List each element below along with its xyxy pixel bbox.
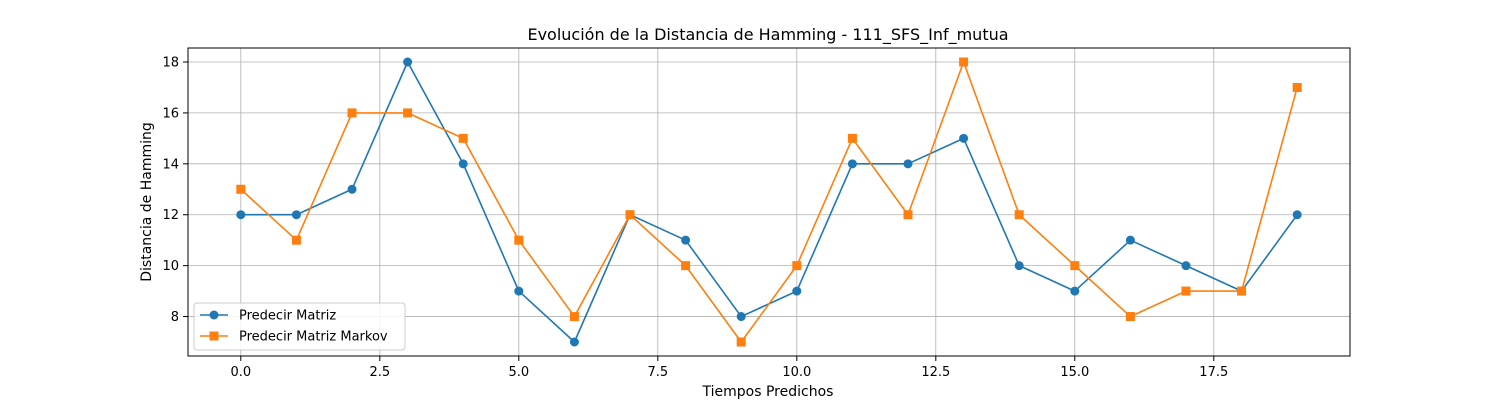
legend: Predecir Matriz Predecir Matriz Markov <box>193 302 406 351</box>
series-line <box>240 61 1298 343</box>
data-point <box>458 159 468 169</box>
data-point <box>347 108 357 118</box>
y-tick-label: 12 <box>162 208 179 223</box>
ticks: 0.0 2.5 5.0 7.5 10.0 12.5 15.0 17.5 8 10 12 14 16 18 <box>162 56 1228 381</box>
data-point <box>569 337 579 347</box>
data-point <box>1237 286 1247 296</box>
data-point <box>236 210 246 220</box>
data-point <box>1125 312 1135 322</box>
data-point <box>403 108 413 118</box>
data-point <box>1292 210 1302 220</box>
data-point <box>681 235 691 245</box>
data-point <box>1125 235 1135 245</box>
data-point <box>291 210 301 220</box>
data-point <box>959 133 969 143</box>
data-point <box>903 210 913 220</box>
data-point <box>792 286 802 296</box>
x-axis-label: Tiempos Predichos <box>702 384 834 400</box>
x-tick-label: 5.0 <box>508 365 529 380</box>
x-tick-label: 0.0 <box>230 365 251 380</box>
y-tick-label: 18 <box>162 56 179 71</box>
legend-marker <box>209 331 219 341</box>
legend-label: Predecir Matriz Markov <box>239 330 388 345</box>
data-point <box>1070 261 1080 271</box>
data-point <box>514 235 524 245</box>
data-point <box>681 261 691 271</box>
chart-title: Evolución de la Distancia de Hamming - 1… <box>527 25 1008 45</box>
legend-item: Predecir Matriz <box>200 309 336 324</box>
data-point <box>291 235 301 245</box>
data-point <box>792 261 802 271</box>
data-point <box>736 312 746 322</box>
data-point <box>403 57 413 67</box>
y-tick-label: 16 <box>162 106 179 121</box>
data-point <box>959 57 969 67</box>
x-tick-label: 17.5 <box>1199 365 1228 380</box>
data-point <box>1014 261 1024 271</box>
plot-frame <box>187 47 1351 357</box>
x-tick-label: 7.5 <box>647 365 668 380</box>
x-tick-label: 2.5 <box>369 365 390 380</box>
data-point <box>625 210 635 220</box>
legend-item: Predecir Matriz Markov <box>200 330 388 345</box>
legend-label: Predecir Matriz <box>239 309 336 324</box>
data-point <box>1070 286 1080 296</box>
data-point <box>847 133 857 143</box>
x-tick-label: 10.0 <box>782 365 811 380</box>
data-point <box>236 184 246 194</box>
legend-marker <box>209 310 219 320</box>
legend-box <box>193 302 406 351</box>
series-layer <box>236 57 1302 347</box>
y-tick-label: 14 <box>162 157 179 172</box>
data-point <box>347 184 357 194</box>
series-2 <box>236 57 1302 347</box>
data-point <box>458 133 468 143</box>
data-point <box>514 286 524 296</box>
data-point <box>1014 210 1024 220</box>
data-point <box>903 159 913 169</box>
data-point <box>569 312 579 322</box>
data-point <box>1181 286 1191 296</box>
data-point <box>1181 261 1191 271</box>
data-point <box>847 159 857 169</box>
x-tick-label: 12.5 <box>921 365 950 380</box>
data-point <box>1292 82 1302 92</box>
y-tick-label: 8 <box>171 310 179 325</box>
y-tick-label: 10 <box>162 259 179 274</box>
x-tick-label: 15.0 <box>1060 365 1089 380</box>
y-axis-label: Distancia de Hamming <box>139 122 155 282</box>
data-point <box>736 337 746 347</box>
